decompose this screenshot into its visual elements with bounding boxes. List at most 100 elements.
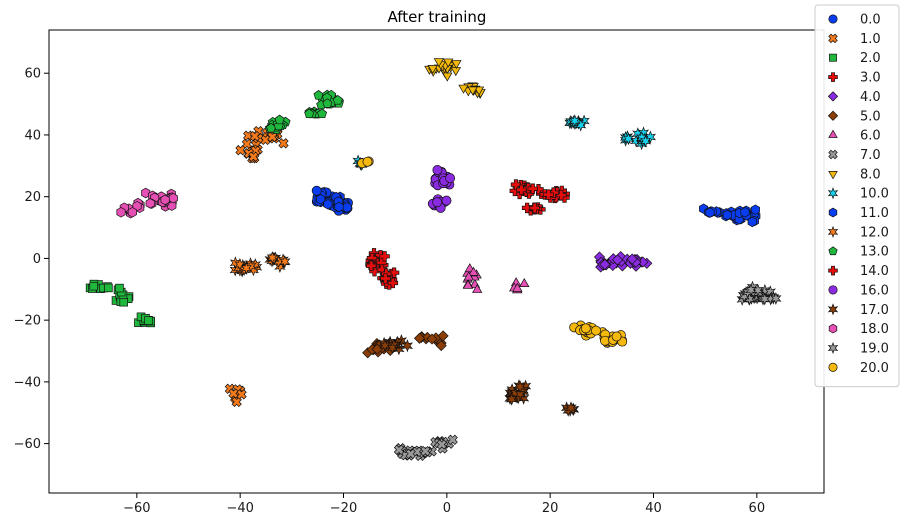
x-tick-label: 0 <box>443 501 451 516</box>
legend-marker <box>828 207 838 218</box>
legend-label: 1.0 <box>860 32 881 47</box>
points-layer <box>85 58 782 461</box>
point <box>316 108 328 119</box>
y-tick-label: −40 <box>14 375 41 390</box>
point <box>611 331 622 342</box>
point <box>119 297 128 307</box>
point <box>770 291 782 306</box>
point <box>240 261 253 275</box>
point <box>510 277 522 287</box>
point <box>274 114 285 125</box>
point <box>472 283 483 293</box>
legend-marker <box>828 129 838 138</box>
point <box>116 207 126 218</box>
point <box>445 173 456 184</box>
x-tick-label: 40 <box>645 501 662 516</box>
legend-label: 2.0 <box>860 51 881 66</box>
point <box>565 401 577 415</box>
legend-label: 11.0 <box>860 206 889 221</box>
plot-frame <box>48 29 825 494</box>
point <box>514 387 526 401</box>
point <box>236 389 247 400</box>
legend-marker <box>828 246 838 256</box>
series-18.0 <box>116 187 178 219</box>
legend-marker <box>828 14 838 24</box>
legend-label: 4.0 <box>860 90 881 105</box>
point <box>435 340 447 352</box>
point <box>442 72 453 82</box>
point <box>141 187 151 199</box>
point <box>160 194 170 206</box>
legend: 0.0 1.0 2.0 3.0 4.0 5.0 6.0 7.0 8.0 10.0 11.0 12.0 1… <box>814 4 900 388</box>
series-4.0 <box>593 250 653 273</box>
point <box>366 260 377 271</box>
point <box>426 333 438 345</box>
point <box>401 339 414 353</box>
point <box>451 60 462 70</box>
point <box>450 67 461 77</box>
legend-marker <box>828 323 838 334</box>
point <box>228 388 239 399</box>
point <box>473 86 485 96</box>
point <box>580 323 591 334</box>
legend-marker <box>827 187 839 200</box>
point <box>362 156 373 167</box>
series-10.0 <box>352 114 657 172</box>
series-3.0 <box>365 248 400 290</box>
series-16.0 <box>427 165 456 213</box>
point <box>626 253 638 265</box>
y-tick-label: −20 <box>14 314 41 329</box>
legend-label: 19.0 <box>860 341 889 356</box>
point <box>468 266 479 276</box>
legend-label: 6.0 <box>860 129 881 144</box>
point <box>304 108 315 119</box>
legend-marker <box>828 265 838 276</box>
legend-label: 0.0 <box>860 13 881 28</box>
series-17.0 <box>378 334 580 417</box>
point <box>89 281 98 291</box>
point <box>463 271 474 281</box>
point <box>432 165 443 175</box>
x-tick-label: −60 <box>123 501 150 516</box>
point <box>248 151 259 162</box>
point <box>722 209 732 221</box>
point <box>740 207 750 218</box>
point <box>311 185 322 196</box>
point <box>393 444 405 455</box>
legend-label: 3.0 <box>860 71 881 86</box>
series-13.0 <box>264 89 344 134</box>
point <box>437 330 449 342</box>
y-tick-label: 0 <box>33 252 41 267</box>
point <box>405 448 416 459</box>
legend-marker <box>828 171 838 180</box>
point <box>506 392 518 406</box>
point <box>599 258 611 270</box>
point <box>516 184 527 195</box>
legend-label: 10.0 <box>860 187 889 202</box>
x-axis: −60 −40 −20 0 20 40 60 <box>123 493 765 516</box>
point <box>249 130 261 142</box>
x-tick-label: 60 <box>749 501 766 516</box>
legend-marker <box>827 303 839 316</box>
legend-marker <box>827 341 839 355</box>
legend-marker <box>828 285 838 295</box>
y-axis: −60 −40 −20 0 20 40 60 <box>14 67 49 452</box>
point <box>168 192 178 204</box>
series-2.0 <box>85 279 155 328</box>
point <box>759 292 771 306</box>
point <box>145 198 155 209</box>
point <box>745 283 757 297</box>
point <box>420 445 431 457</box>
point <box>235 145 246 156</box>
legend-marker <box>827 91 839 102</box>
y-tick-label: 20 <box>24 190 41 205</box>
point <box>278 138 289 149</box>
point <box>705 207 715 218</box>
point <box>334 201 344 213</box>
y-tick-label: 60 <box>24 67 41 82</box>
x-tick-label: 20 <box>542 501 559 516</box>
legend-label: 8.0 <box>860 167 881 182</box>
legend-marker <box>827 225 839 238</box>
point <box>104 283 113 293</box>
point <box>441 195 452 206</box>
